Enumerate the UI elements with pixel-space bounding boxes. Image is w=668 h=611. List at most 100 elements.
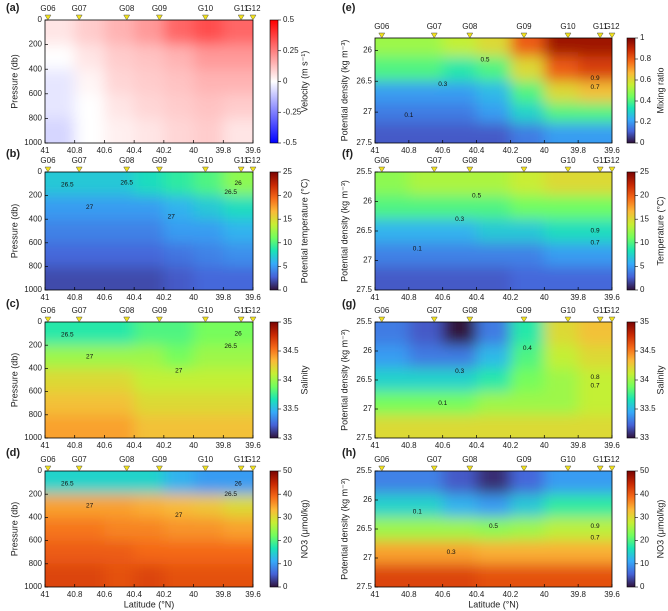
station-marker — [202, 316, 209, 323]
contour-label: 0.7 — [591, 534, 600, 541]
x-tick-label: 39.8 — [570, 590, 586, 599]
cell — [74, 219, 105, 244]
cell — [134, 345, 165, 369]
x-tick-label: 40.6 — [435, 590, 451, 599]
cell — [74, 322, 105, 346]
cell — [408, 563, 444, 587]
cell — [578, 266, 612, 290]
cell — [193, 494, 224, 518]
contour-label: 0.7 — [591, 383, 600, 390]
cell — [510, 122, 545, 143]
cell — [163, 93, 195, 119]
colorbar-label: Salinity — [299, 365, 309, 395]
cell — [163, 391, 195, 416]
station-marker — [249, 14, 257, 21]
cell — [104, 118, 135, 143]
cell — [74, 540, 105, 565]
colorbar-tick-label: 5 — [640, 262, 645, 271]
cell — [408, 494, 444, 518]
cell — [510, 81, 545, 104]
station-label: G11 — [234, 4, 249, 13]
station-marker — [564, 32, 572, 39]
cell — [104, 322, 135, 346]
station-label: G07 — [427, 156, 443, 165]
contour-label: 0.7 — [591, 84, 600, 91]
cell — [408, 219, 444, 244]
cell — [442, 345, 478, 369]
station-marker — [466, 316, 474, 323]
field: 0.5 0.3 0.1 0.9 0.7 — [375, 38, 612, 143]
cell — [104, 471, 135, 495]
x-tick-label: 39.8 — [215, 293, 231, 302]
y-tick-label: 1000 — [24, 138, 42, 147]
contour-label: 27 — [175, 512, 183, 519]
cell — [74, 93, 105, 119]
cell — [544, 122, 579, 143]
cell — [45, 93, 76, 119]
x-tick-label: 40 — [540, 441, 549, 450]
x-tick-label: 40.8 — [67, 441, 83, 450]
cell — [104, 414, 135, 438]
contour-label: 26.5 — [224, 189, 237, 196]
station-marker — [596, 465, 604, 472]
cell — [578, 38, 612, 58]
colorbar-label: Salinity — [655, 365, 665, 395]
cell — [45, 414, 76, 438]
station-label: G11 — [234, 306, 249, 315]
y-axis-label: Pressure (db) — [9, 353, 19, 408]
x-tick-label: 40 — [189, 590, 198, 599]
frame — [44, 19, 254, 144]
x-tick-label: 40.4 — [469, 441, 485, 450]
x-tick-label: 39.8 — [570, 146, 586, 155]
colorbar — [269, 470, 279, 588]
contour-label: 0.1 — [438, 400, 447, 407]
y-tick-label: 27.5 — [356, 582, 372, 591]
cell — [578, 345, 612, 369]
station-label: G08 — [119, 455, 135, 464]
cell — [134, 266, 165, 290]
cell — [510, 172, 545, 197]
y-tick-label: 25.5 — [356, 167, 372, 176]
station-label: G06 — [374, 306, 390, 315]
cell — [375, 242, 410, 267]
cell — [578, 540, 612, 565]
station-marker — [123, 316, 131, 323]
cell — [544, 172, 579, 197]
y-tick-label: 400 — [29, 513, 43, 522]
station-label: G11 — [593, 306, 608, 315]
y-tick-label: 1000 — [24, 433, 42, 442]
x-tick-label: 39.8 — [215, 146, 231, 155]
cell — [408, 471, 444, 495]
y-tick-label: 27 — [363, 553, 372, 562]
x-tick-label: 40.4 — [126, 293, 142, 302]
colorbar-tick-label: 30 — [640, 513, 649, 522]
field: 26.5 27 27 26.5 26 — [45, 322, 253, 438]
station-marker — [249, 166, 257, 173]
station-label: G08 — [119, 4, 135, 13]
cell — [74, 391, 105, 416]
field: 26.5 27 27 26.5 26 — [45, 471, 253, 587]
field: 26.5 26.5 27 27 26.5 26 — [45, 172, 253, 290]
station-label: G12 — [604, 455, 620, 464]
contour-label: 0.7 — [591, 240, 600, 247]
station-label: G10 — [198, 156, 214, 165]
cell — [134, 172, 165, 197]
cell — [74, 266, 105, 290]
cell — [223, 517, 253, 542]
colorbar-tick-label: 50 — [640, 466, 649, 475]
station-label: G09 — [152, 306, 168, 315]
cell — [223, 195, 253, 220]
cell — [74, 563, 105, 587]
cell — [442, 56, 478, 82]
x-tick-label: 40 — [540, 146, 549, 155]
cell — [223, 471, 253, 495]
cell — [74, 471, 105, 495]
colorbar-tick-label: 0 — [283, 77, 288, 86]
cell — [134, 414, 165, 438]
frame — [44, 171, 254, 291]
cell — [544, 391, 579, 416]
cell — [193, 20, 224, 46]
cell — [476, 81, 511, 104]
station-marker — [520, 32, 528, 39]
panel: 0.1 0.5 0.3 0.9 0.7 41 40.8 40.6 40.4 40.2 40 39.8 3… — [339, 447, 665, 609]
